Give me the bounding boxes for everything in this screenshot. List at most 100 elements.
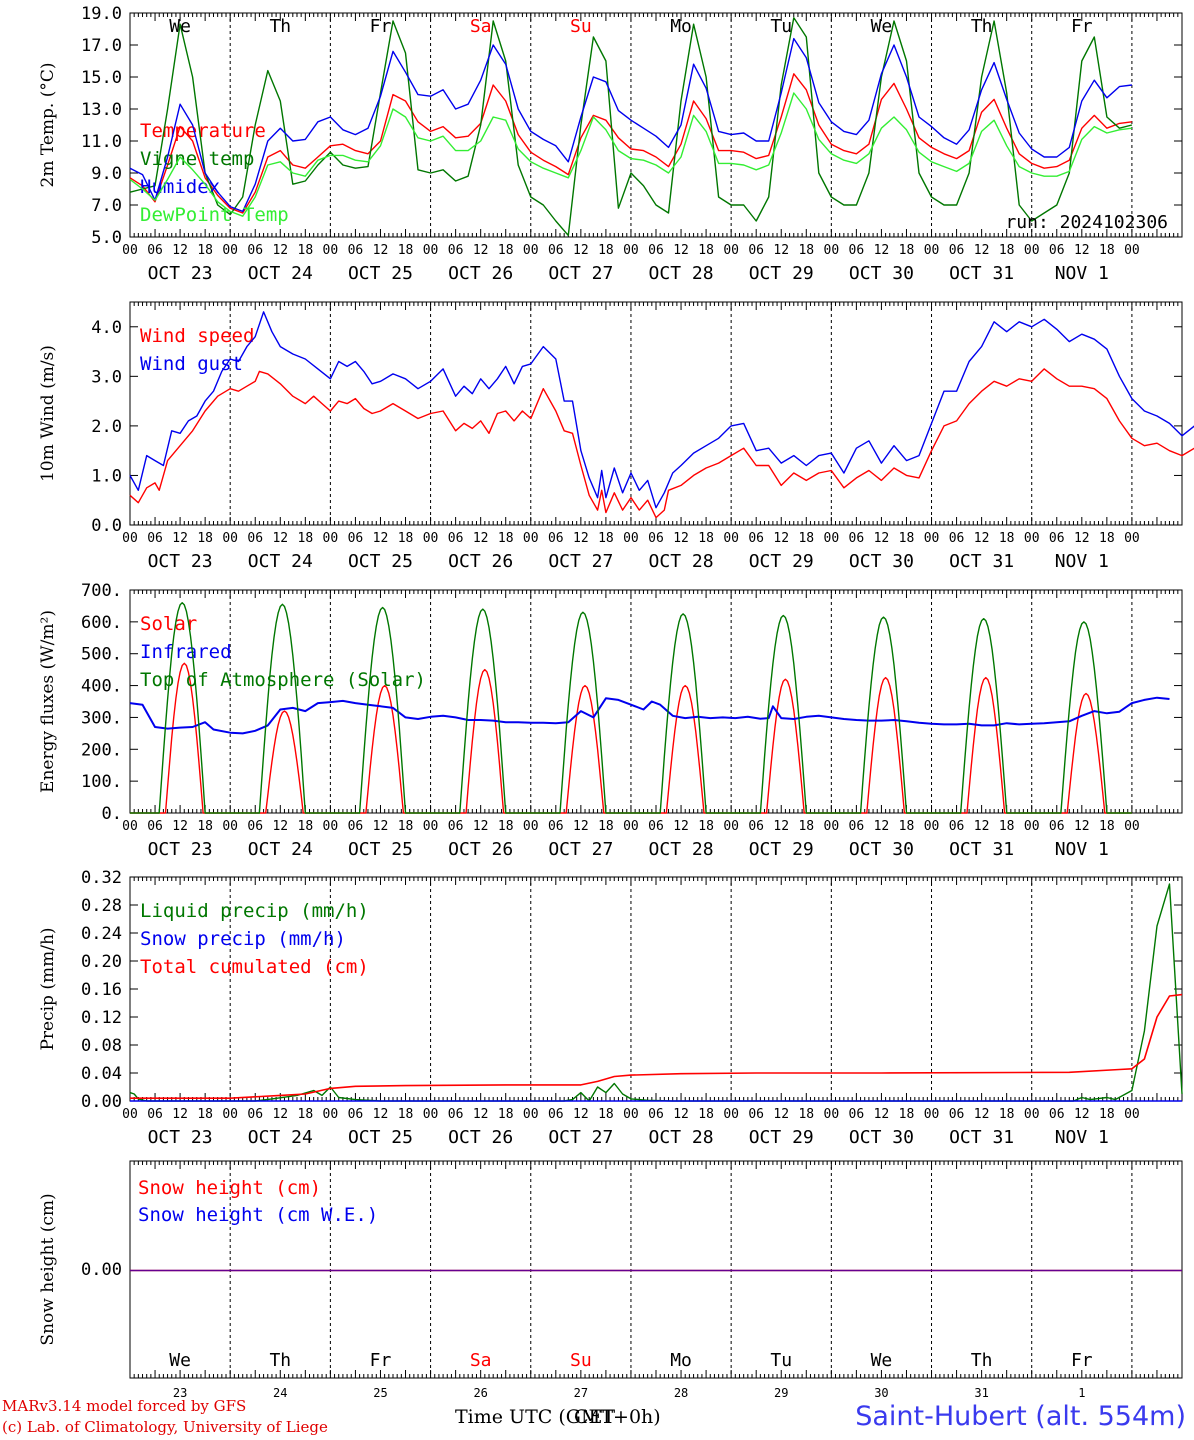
hour-tick-label: 12 — [1074, 819, 1090, 834]
hour-tick-label: 06 — [247, 1107, 263, 1122]
legend-entry: Snow precip (mm/h) — [140, 928, 346, 950]
date-label: OCT 28 — [649, 551, 714, 572]
y-tick-label: 3.0 — [91, 367, 122, 387]
series-line — [129, 696, 1170, 735]
weekday-label: Su — [570, 16, 592, 37]
hour-tick-label: 00 — [824, 243, 840, 258]
hour-tick-label: 00 — [423, 531, 439, 546]
weekday-label: Mo — [670, 1350, 692, 1371]
hour-tick-label: 12 — [473, 1107, 489, 1122]
weekday-label: Su — [570, 1350, 592, 1371]
y-tick-label: 9.0 — [91, 164, 122, 184]
y-tick-label: 19.0 — [81, 4, 122, 24]
hour-tick-label: 06 — [1049, 531, 1065, 546]
hour-tick-label: 18 — [298, 819, 314, 834]
legend-entry: Infrared — [140, 641, 232, 663]
time-ticks — [129, 590, 1183, 813]
hour-tick-label: 00 — [1024, 531, 1040, 546]
hour-tick-label: 06 — [448, 531, 464, 546]
weekday-label: We — [871, 1350, 893, 1371]
series-line — [129, 37, 1132, 213]
y-tick-label: 0. — [102, 804, 122, 824]
hour-tick-label: 00 — [523, 243, 539, 258]
hour-tick-label: 12 — [773, 531, 789, 546]
hour-tick-label: 18 — [698, 819, 714, 834]
hour-tick-label: 00 — [122, 243, 138, 258]
y-tick-label: 5.0 — [91, 228, 122, 248]
hour-tick-label: 18 — [1099, 819, 1115, 834]
hour-tick-label: 18 — [999, 531, 1015, 546]
hour-tick-label: 18 — [1099, 531, 1115, 546]
hour-tick-label: 12 — [974, 819, 990, 834]
hour-tick-label: 06 — [548, 1107, 564, 1122]
hour-tick-label: 12 — [974, 531, 990, 546]
date-label: OCT 24 — [248, 1127, 313, 1148]
run-label: run: 2024102306 — [1005, 212, 1168, 233]
y-tick-label: 0.32 — [81, 868, 122, 888]
hour-tick-label: 00 — [1124, 819, 1140, 834]
date-label: OCT 29 — [749, 263, 814, 284]
time-ticks — [129, 13, 1183, 237]
hour-tick-label: 00 — [924, 531, 940, 546]
weekday-label: Mo — [670, 16, 692, 37]
hour-tick-label: 00 — [323, 243, 339, 258]
hour-tick-label: 00 — [723, 819, 739, 834]
weekday-label: Fr — [370, 1350, 392, 1371]
hour-tick-label: 18 — [899, 1107, 915, 1122]
date-label: OCT 29 — [749, 1127, 814, 1148]
y-tick-label: 2.0 — [91, 417, 122, 437]
hour-tick-label: 18 — [498, 243, 514, 258]
hour-tick-label: 18 — [698, 243, 714, 258]
y-tick-label: 0.24 — [81, 924, 122, 944]
day-number: 23 — [173, 1386, 187, 1400]
day-number: 26 — [473, 1386, 487, 1400]
date-label: OCT 25 — [348, 839, 413, 860]
date-label: OCT 26 — [448, 551, 513, 572]
hour-tick-label: 18 — [598, 1107, 614, 1122]
hour-tick-label: 12 — [373, 243, 389, 258]
series-line — [129, 92, 1132, 217]
date-label: OCT 26 — [448, 263, 513, 284]
legend-entry: Temperature — [140, 120, 266, 142]
hour-tick-label: 00 — [623, 531, 639, 546]
date-label: OCT 29 — [749, 839, 814, 860]
hour-tick-label: 18 — [798, 531, 814, 546]
hour-tick-label: 00 — [323, 819, 339, 834]
hour-tick-label: 00 — [1124, 1107, 1140, 1122]
y-tick-label: 0.12 — [81, 1008, 122, 1028]
weekday-label: Fr — [370, 16, 392, 37]
hour-tick-label: 12 — [373, 1107, 389, 1122]
day-number: 27 — [574, 1386, 588, 1400]
weekday-label: Fr — [1071, 16, 1093, 37]
hour-tick-label: 12 — [272, 1107, 288, 1122]
date-label: OCT 28 — [649, 839, 714, 860]
hour-tick-label: 06 — [247, 243, 263, 258]
hour-tick-label: 06 — [748, 1107, 764, 1122]
date-label: OCT 30 — [849, 839, 914, 860]
hour-tick-label: 06 — [348, 819, 364, 834]
hour-tick-label: 06 — [648, 819, 664, 834]
hour-tick-label: 00 — [824, 819, 840, 834]
hour-tick-label: 12 — [373, 819, 389, 834]
y-tick-label: 300. — [81, 708, 122, 728]
hour-tick-label: 12 — [373, 531, 389, 546]
hour-tick-label: 12 — [172, 243, 188, 258]
hour-tick-label: 06 — [1049, 243, 1065, 258]
hour-tick-label: 18 — [999, 819, 1015, 834]
weekday-label: Sa — [470, 16, 492, 37]
hour-tick-label: 12 — [272, 243, 288, 258]
date-label: OCT 28 — [649, 263, 714, 284]
hour-tick-label: 18 — [298, 1107, 314, 1122]
hour-tick-label: 18 — [999, 1107, 1015, 1122]
hour-tick-label: 18 — [598, 819, 614, 834]
hour-tick-label: 12 — [673, 1107, 689, 1122]
hour-tick-label: 06 — [849, 243, 865, 258]
y-tick-label: 500. — [81, 645, 122, 665]
day-number: 29 — [774, 1386, 788, 1400]
hour-tick-label: 00 — [623, 1107, 639, 1122]
hour-tick-label: 18 — [598, 531, 614, 546]
panel-frame — [129, 301, 1183, 526]
hour-tick-label: 06 — [949, 819, 965, 834]
hour-tick-label: 00 — [824, 531, 840, 546]
hour-tick-label: 12 — [773, 243, 789, 258]
